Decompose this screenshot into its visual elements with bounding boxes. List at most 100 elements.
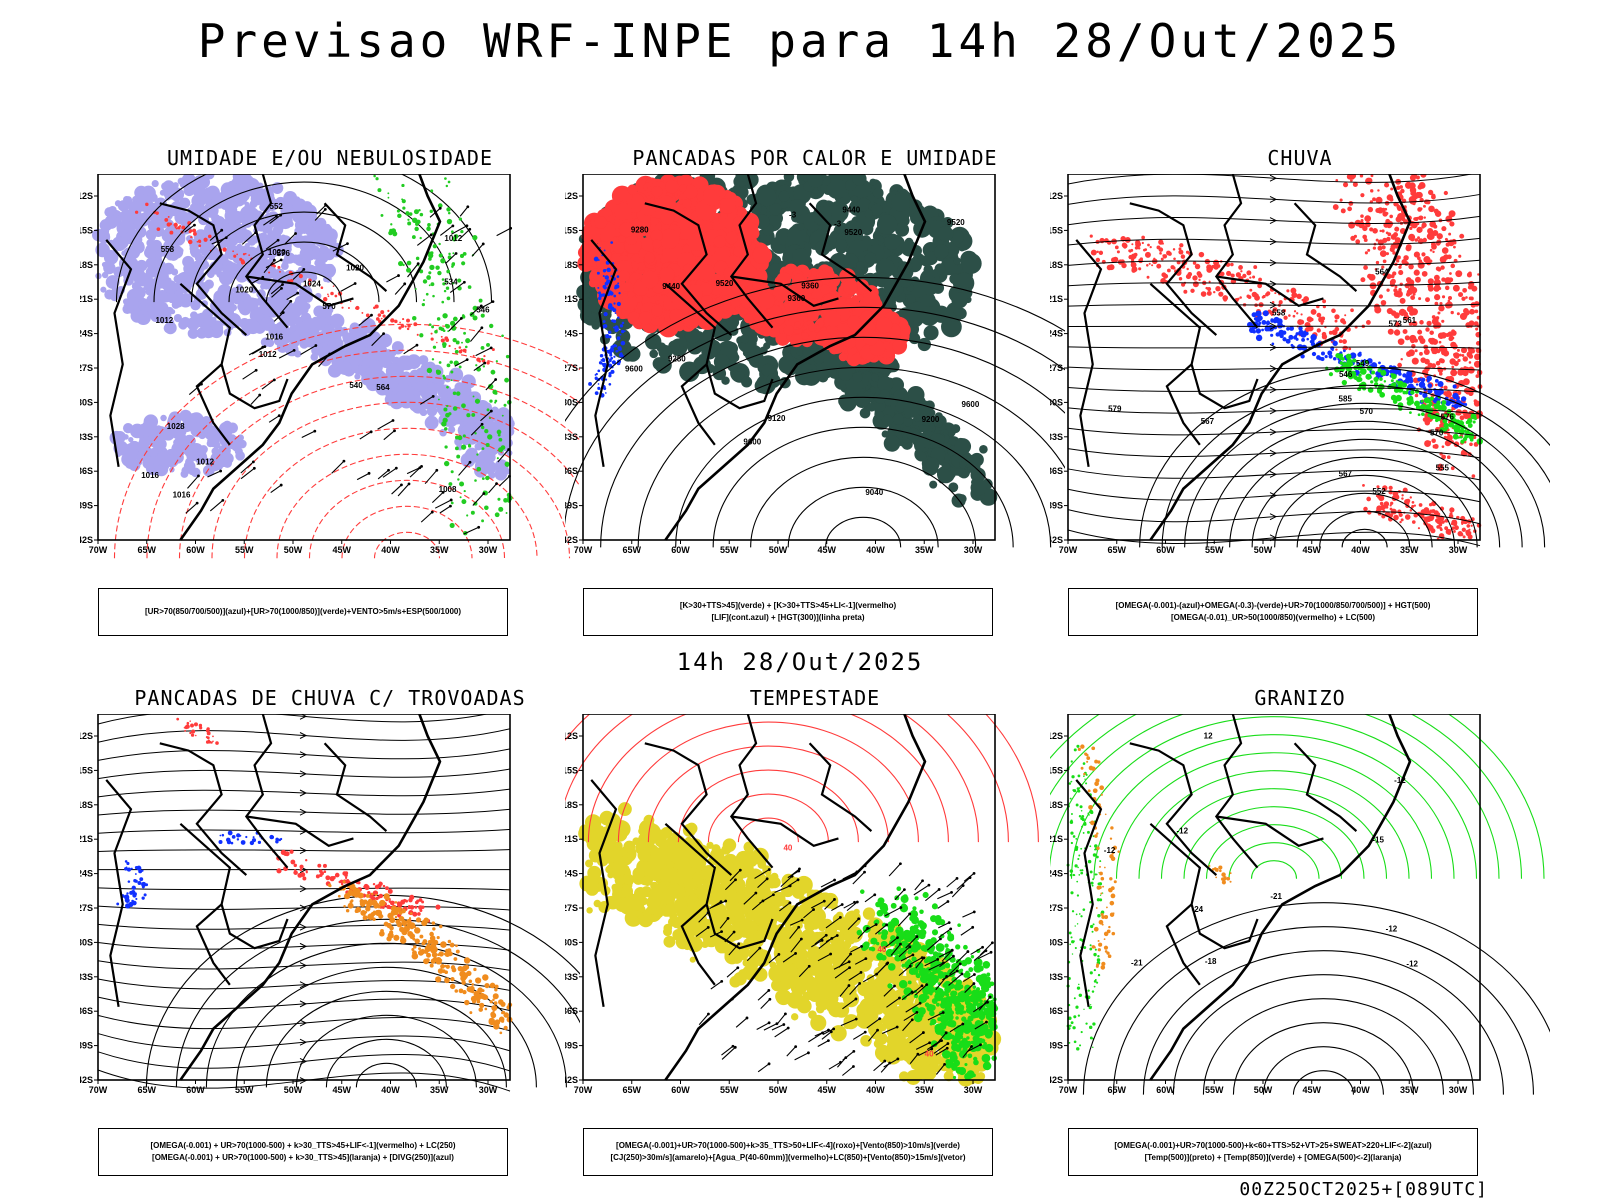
shade-cell bbox=[169, 187, 185, 202]
shade-cell bbox=[486, 342, 490, 347]
lat-tick-label: 30S bbox=[565, 397, 578, 407]
contour-label: 9600 bbox=[743, 438, 761, 447]
shade-cell bbox=[451, 262, 455, 267]
legend-line: [K>30+TTS>45](verde) + [K>30+TTS>45+LI<-… bbox=[679, 601, 897, 610]
shade-cell bbox=[463, 331, 467, 335]
shade-cell bbox=[810, 270, 818, 277]
wind-arrow-head bbox=[279, 213, 283, 217]
pressure-contours bbox=[115, 174, 493, 303]
panel-title: CHUVA bbox=[1267, 146, 1333, 170]
wind-arrow-head bbox=[289, 299, 293, 303]
shade-cell bbox=[917, 451, 927, 461]
shade-cell bbox=[623, 330, 626, 332]
shade-cell bbox=[446, 218, 453, 225]
shade-cell bbox=[354, 373, 361, 380]
shade-cell bbox=[752, 246, 771, 264]
shade-cell bbox=[327, 295, 330, 298]
shade-cell bbox=[474, 432, 477, 435]
shade-cell bbox=[1443, 190, 1448, 196]
shade-cell bbox=[486, 408, 490, 412]
contour-label: 546 bbox=[476, 306, 490, 315]
shade-cell bbox=[1360, 193, 1365, 198]
shade-cell bbox=[1429, 248, 1433, 252]
shade-cell bbox=[125, 447, 138, 461]
shade-cell bbox=[808, 323, 817, 332]
shade-cell bbox=[702, 189, 720, 206]
shade-cell bbox=[883, 435, 901, 452]
shade-cell bbox=[1342, 182, 1349, 188]
shade-cell bbox=[157, 313, 168, 324]
shade-cell bbox=[1378, 294, 1384, 299]
wind-arrow bbox=[340, 283, 356, 292]
wind-arrow-head bbox=[342, 459, 346, 463]
shade-cell bbox=[871, 373, 879, 382]
shade-cell bbox=[342, 332, 352, 342]
shade-cell bbox=[190, 235, 193, 239]
shade-cell bbox=[189, 413, 196, 420]
shade-cell bbox=[1438, 340, 1442, 344]
shade-cell bbox=[495, 360, 498, 363]
contour-label: 1016 bbox=[141, 471, 159, 480]
shade-cell bbox=[435, 369, 440, 373]
wind-arrow bbox=[188, 383, 202, 395]
shade-cell bbox=[1396, 185, 1401, 191]
shade-cell bbox=[391, 341, 404, 353]
shade-cell bbox=[450, 320, 456, 326]
shade-cell bbox=[820, 183, 829, 192]
shade-cell bbox=[604, 378, 608, 381]
contour-label: 9600 bbox=[962, 400, 980, 409]
wind-arrow-head bbox=[449, 504, 452, 508]
wind-arrow bbox=[470, 327, 483, 342]
shade-cell bbox=[122, 298, 130, 305]
shade-cell bbox=[1370, 174, 1374, 178]
shade-cell bbox=[1412, 377, 1419, 384]
wind-arrow bbox=[480, 410, 492, 422]
shade-cell bbox=[350, 341, 365, 357]
shade-cell bbox=[772, 284, 790, 302]
shade-cell bbox=[1434, 383, 1438, 387]
shade-cell bbox=[1384, 207, 1388, 211]
shade-cell bbox=[398, 326, 402, 330]
shade-cell bbox=[400, 324, 405, 328]
shade-cell bbox=[365, 313, 370, 318]
shade-cell bbox=[404, 325, 407, 328]
panel-chuva: CHUVA 585 576 573 570 567 564 561 558 555 552 549 5… bbox=[1050, 146, 1550, 636]
shade-cell bbox=[190, 311, 198, 320]
shade-cell bbox=[582, 226, 602, 246]
shade-cell bbox=[454, 446, 459, 451]
wind-arrow bbox=[403, 344, 418, 355]
contour-label: 9200 bbox=[922, 415, 940, 424]
lat-tick-label: 15S bbox=[80, 225, 93, 235]
shade-cell bbox=[421, 302, 425, 307]
shade-cell bbox=[442, 282, 446, 286]
wind-arrow-head bbox=[277, 414, 281, 418]
shade-cell bbox=[449, 522, 455, 528]
wind-arrow bbox=[470, 423, 483, 436]
wind-arrow bbox=[496, 227, 511, 237]
wind-arrow-head bbox=[449, 498, 453, 502]
shade-cell bbox=[1423, 349, 1430, 356]
shade-cell bbox=[650, 229, 663, 242]
shade-cell bbox=[1471, 474, 1476, 478]
shade-cell bbox=[185, 457, 194, 467]
shade-cell bbox=[617, 328, 620, 331]
shade-cell bbox=[1439, 256, 1447, 263]
shade-cell bbox=[1410, 336, 1417, 342]
shaded-band bbox=[373, 174, 513, 536]
shade-cell bbox=[1438, 286, 1442, 290]
shade-cell bbox=[1377, 189, 1380, 192]
lat-tick-label: 39S bbox=[565, 501, 578, 511]
shade-cell bbox=[1469, 308, 1475, 315]
shade-cell bbox=[1364, 251, 1368, 255]
wind-arrow bbox=[240, 461, 254, 474]
lat-tick-label: 42S bbox=[80, 535, 93, 545]
shade-cell bbox=[597, 369, 601, 373]
shade-cell bbox=[361, 372, 368, 379]
shade-cell bbox=[109, 430, 124, 445]
shade-cell bbox=[496, 429, 502, 435]
shade-cell bbox=[503, 497, 508, 503]
shade-cell bbox=[1352, 181, 1358, 187]
shade-cell bbox=[818, 270, 830, 282]
shade-cell bbox=[607, 330, 612, 335]
wind-arrow-head bbox=[459, 316, 463, 320]
